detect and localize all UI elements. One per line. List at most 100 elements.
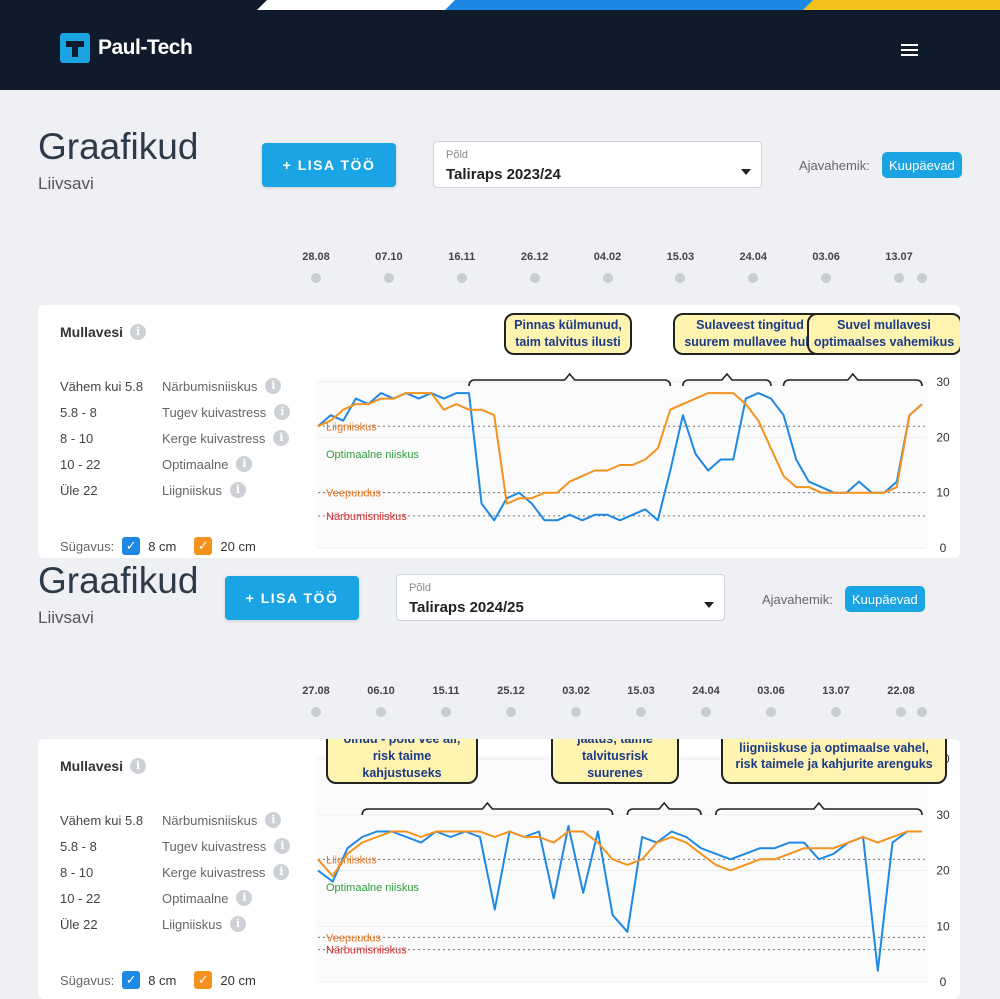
timeline-dot[interactable] [917,707,927,717]
legend-range: 10 - 22 [60,890,101,906]
card-title-text: Mullavesi [60,758,124,774]
threshold-label: Närbumisniiskus [326,511,407,523]
date-range-button[interactable]: Kuupäevad [845,586,925,612]
soil-water-card: Mullavesi i Vähem kui 5.8 Närbumisniiskus… [38,739,960,999]
timeline-dot[interactable] [506,707,516,717]
timeline-dot[interactable] [529,273,540,283]
top-navbar: Paul-Tech [0,0,1000,90]
legend-row: Üle 22 Liigniiskus i [60,916,320,932]
legend-name: Kerge kuivastress [162,430,266,446]
annotation-callout: Plusskraadid, lund ei olnud - põld vee a… [326,739,478,784]
timeline-date-label: 06.10 [367,685,395,697]
info-icon[interactable]: i [130,324,147,340]
timeline-date-label: 24.04 [739,251,768,263]
timeline-dot[interactable] [831,707,841,717]
info-icon[interactable]: i [236,456,253,472]
threshold-label: Optimaalne niiskus [326,882,419,894]
timeline-dot[interactable] [748,273,759,283]
timeline-dot[interactable] [571,707,581,717]
annotation-text: Pinnas külmunud, taim talvitus ilusti [504,313,632,355]
info-icon[interactable]: i [229,916,246,932]
info-icon[interactable]: i [229,482,246,498]
timeline-date-label: 04.02 [593,251,622,263]
annotation-text: Tihedad vihmad - mullavesi kõikus liigni… [721,739,947,784]
check-icon[interactable]: ✓ [122,537,141,555]
annotation-bracket [361,801,614,816]
y-tick-label: 30 [936,375,950,389]
info-icon[interactable]: i [265,812,282,828]
info-icon[interactable]: i [130,758,147,774]
timeline-dot[interactable] [675,273,686,283]
timeline-dot[interactable] [376,707,386,717]
y-tick-label: 20 [936,430,950,444]
hamburger-icon[interactable] [901,44,918,57]
timeline-dot[interactable] [701,707,711,717]
range-label: Ajavahemik: [762,592,833,607]
brand-logo[interactable]: Paul-Tech [60,33,193,63]
timeline-dot[interactable] [441,707,451,717]
caret-down-icon [704,602,714,608]
timeline-date-label: 25.12 [497,685,525,697]
info-icon[interactable]: i [274,404,291,420]
field-select[interactable]: Põld Taliraps 2024/25 [396,574,725,621]
range-label: Ajavahemik: [799,158,870,173]
check-icon[interactable]: ✓ [194,537,213,555]
timeline-dot[interactable] [602,273,613,283]
timeline-date-label: 03.02 [562,685,590,697]
annotation-bracket [714,801,923,816]
threshold-label: Veepuudus [326,932,382,944]
logo-icon [60,33,90,63]
field-value: Taliraps 2024/25 [409,599,524,616]
info-icon[interactable]: i [273,864,290,880]
timeline-date-label: 03.06 [812,251,840,263]
timeline-date-label: 13.07 [885,251,913,263]
timeline-dot[interactable] [383,273,394,283]
timeline-dot[interactable] [821,273,832,283]
field-label: Põld [409,582,432,594]
info-icon[interactable]: i [265,378,282,394]
depth-label: Sügavus: [60,538,115,554]
depth-20cm-label: 20 cm [220,972,256,988]
header-stripe [445,0,815,10]
timeline-dot[interactable] [766,707,776,717]
legend-name: Tugev kuivastress [162,404,267,420]
field-select[interactable]: Põld Taliraps 2023/24 [433,141,762,188]
annotation-bracket [682,372,772,387]
timeline-date-label: 24.04 [692,685,720,697]
field-value: Taliraps 2023/24 [446,166,561,183]
annotation-callout: Suvel mullavesi optimaalses vahemikus [806,313,960,355]
timeline-dot[interactable] [896,707,906,717]
legend-range: 8 - 10 [60,430,94,446]
timeline-dot[interactable] [311,273,321,283]
timeline-dot[interactable] [456,273,467,283]
info-icon[interactable]: i [273,430,290,446]
legend-range: Vähem kui 5.8 [60,812,144,828]
timeline-dot[interactable] [311,707,321,717]
series-line-8cm [317,824,922,972]
annotation-callout: Pinnas külmunud, taim talvitus ilusti [504,313,632,355]
add-work-button[interactable]: + LISA TÖÖ [225,576,359,620]
legend-row: Vähem kui 5.8 Närbumisniiskus i [60,378,320,394]
check-icon[interactable]: ✓ [122,971,141,989]
check-icon[interactable]: ✓ [194,971,213,989]
timeline-dot[interactable] [917,273,927,283]
threshold-label: Liigniiskus [326,421,377,433]
annotation-bracket [782,372,923,387]
y-tick-label: 10 [936,919,950,933]
y-tick-label: 10 [936,486,950,500]
legend-row: 10 - 22 Optimaalne i [60,456,320,472]
add-work-button[interactable]: + LISA TÖÖ [262,143,396,187]
timeline-dot[interactable] [894,273,904,283]
info-icon[interactable]: i [236,890,253,906]
timeline-date-label: 15.11 [432,685,460,697]
info-icon[interactable]: i [274,838,291,854]
page-title: Graafikud [38,126,199,167]
header-stripe [803,0,1000,10]
brand-name: Paul-Tech [98,36,193,59]
card-title: Mullavesi i [60,758,147,774]
timeline-dot[interactable] [636,707,646,717]
legend-range: Vähem kui 5.8 [60,378,144,394]
field-label: Põld [446,149,469,161]
date-range-button[interactable]: Kuupäevad [882,152,962,178]
threshold-label: Optimaalne niiskus [326,449,419,461]
